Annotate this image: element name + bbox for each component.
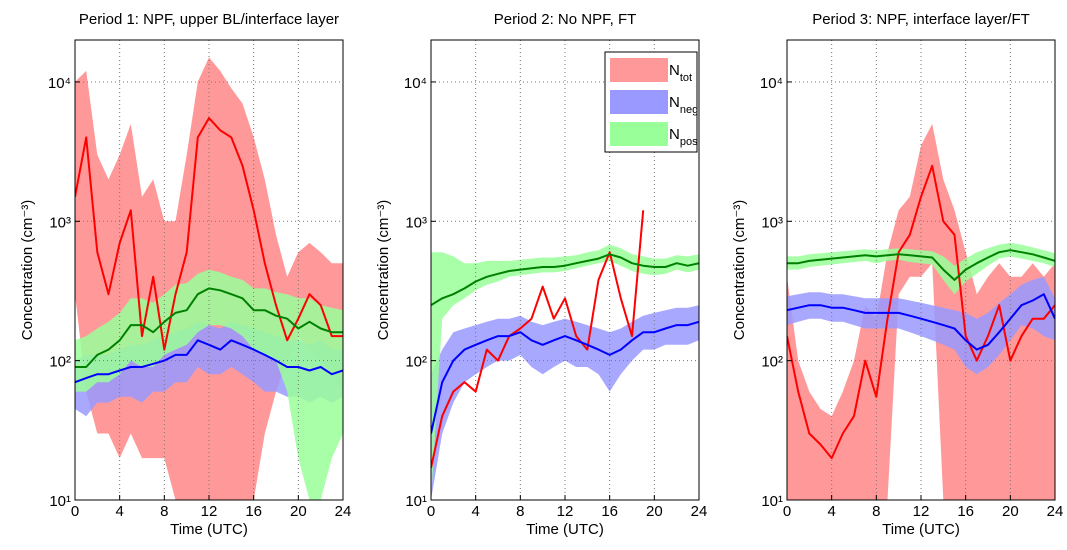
y-tick-label: 10³ xyxy=(761,214,783,231)
series-line xyxy=(75,339,343,384)
x-tick-label: 24 xyxy=(335,503,352,520)
y-tick-label: 10² xyxy=(49,354,71,371)
x-tick-label: 20 xyxy=(646,503,663,520)
x-tick-label: 0 xyxy=(427,503,435,520)
y-tick-label: 10¹ xyxy=(761,493,783,510)
y-tick-label: 10⁴ xyxy=(760,75,783,92)
y-tick-label: 10¹ xyxy=(405,493,427,510)
y-tick-label: 10¹ xyxy=(49,493,71,510)
x-tick-label: 0 xyxy=(783,503,791,520)
y-tick-label: 10² xyxy=(761,354,783,371)
x-tick-label: 24 xyxy=(691,503,708,520)
y-tick-label: 10³ xyxy=(405,214,427,231)
y-tick-label: 10² xyxy=(405,354,427,371)
y-axis-label: Concentration (cm⁻³) xyxy=(731,200,748,340)
series-line xyxy=(787,164,1055,460)
y-tick-label: 10³ xyxy=(49,214,71,231)
band xyxy=(787,276,1055,375)
x-tick-label: 8 xyxy=(516,503,524,520)
x-axis-label: Time (UTC) xyxy=(526,521,604,538)
x-axis-label: Time (UTC) xyxy=(170,521,248,538)
x-tick-label: 24 xyxy=(1047,503,1064,520)
series-line xyxy=(787,293,1055,351)
x-tick-label: 20 xyxy=(290,503,307,520)
legend-label: Npos xyxy=(669,126,698,148)
y-axis-label: Concentration (cm⁻³) xyxy=(19,200,36,340)
plot-area xyxy=(787,40,1055,500)
y-tick-label: 10⁴ xyxy=(48,75,71,92)
band xyxy=(787,123,1055,500)
x-tick-label: 4 xyxy=(115,503,123,520)
legend-label: Ntot xyxy=(669,62,692,84)
x-tick-label: 8 xyxy=(160,503,168,520)
x-tick-label: 8 xyxy=(872,503,880,520)
x-tick-label: 16 xyxy=(245,503,262,520)
series-line xyxy=(787,249,1055,281)
legend-label: Nneg xyxy=(669,94,698,116)
x-tick-label: 0 xyxy=(71,503,79,520)
y-axis-label: Concentration (cm⁻³) xyxy=(375,200,392,340)
band xyxy=(431,305,699,500)
series-line xyxy=(431,320,699,434)
legend-swatch xyxy=(610,122,668,146)
legend-swatch xyxy=(610,90,668,114)
plot-area xyxy=(75,40,343,500)
x-tick-label: 20 xyxy=(1002,503,1019,520)
series-line xyxy=(75,287,343,368)
x-tick-label: 16 xyxy=(957,503,974,520)
x-tick-label: 12 xyxy=(913,503,930,520)
chart-title: Period 1: NPF, upper BL/interface layer xyxy=(79,11,339,28)
chart-title: Period 2: No NPF, FT xyxy=(494,11,637,28)
series-line xyxy=(75,117,343,351)
x-axis-label: Time (UTC) xyxy=(882,521,960,538)
x-tick-label: 16 xyxy=(601,503,618,520)
legend-swatch xyxy=(610,58,668,82)
x-tick-label: 4 xyxy=(827,503,835,520)
x-tick-label: 12 xyxy=(201,503,218,520)
series-line xyxy=(431,210,645,469)
x-tick-label: 4 xyxy=(471,503,479,520)
x-tick-label: 12 xyxy=(557,503,574,520)
chart-title: Period 3: NPF, interface layer/FT xyxy=(812,11,1030,28)
band xyxy=(431,244,699,500)
series-line xyxy=(431,253,699,307)
y-tick-label: 10⁴ xyxy=(404,75,427,92)
